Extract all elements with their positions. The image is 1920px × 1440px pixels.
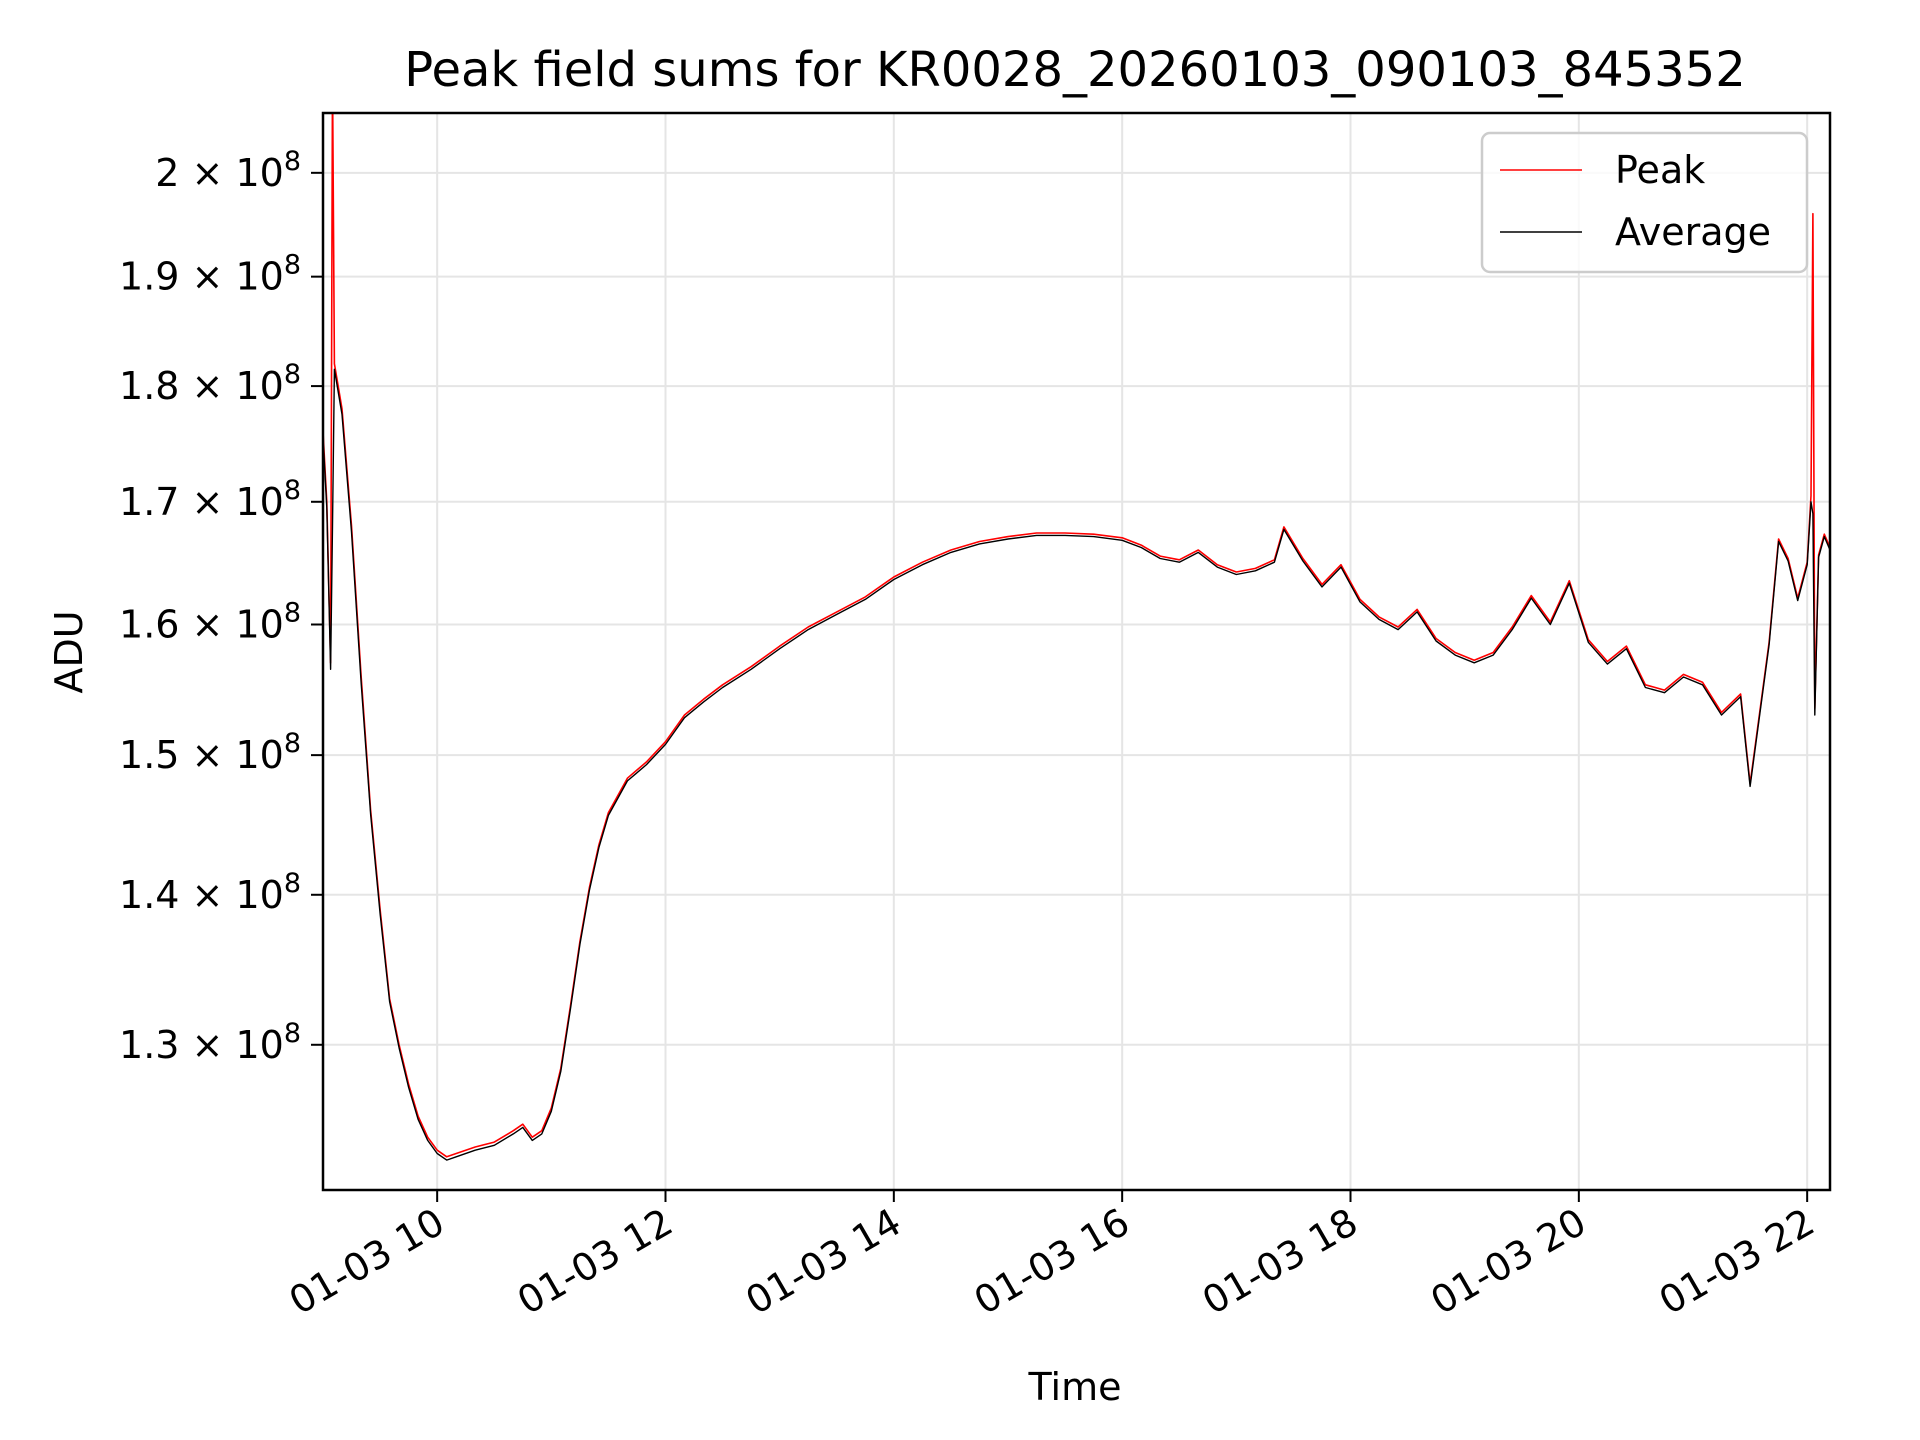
plot-lines [323, 113, 1830, 1161]
y-tick-label: 1.9 × 108 [119, 250, 301, 299]
y-tick-label: 1.3 × 108 [119, 1018, 301, 1067]
y-tick-label: 1.8 × 108 [119, 359, 301, 408]
legend: Peak Average [1480, 131, 1809, 274]
y-tick-label: 1.5 × 108 [119, 728, 301, 777]
legend-frame [1480, 131, 1809, 274]
x-axis-label: Time [1028, 1365, 1122, 1409]
plot-frame [321, 111, 1832, 1192]
y-axis-label: ADU [47, 610, 91, 693]
y-tick-label: 1.7 × 108 [119, 475, 301, 524]
y-tick-label: 2 × 108 [155, 146, 301, 195]
chart-title: Peak field sums for KR0028_20260103_0901… [404, 42, 1746, 98]
legend-label-peak: Peak [1615, 148, 1705, 192]
legend-label-average: Average [1615, 210, 1771, 254]
series-line-average [323, 368, 1830, 1161]
y-tick-label: 1.4 × 108 [119, 868, 301, 917]
grid [323, 113, 1830, 1190]
series-line-peak [323, 113, 1830, 1158]
y-tick-label: 1.6 × 108 [119, 597, 301, 646]
